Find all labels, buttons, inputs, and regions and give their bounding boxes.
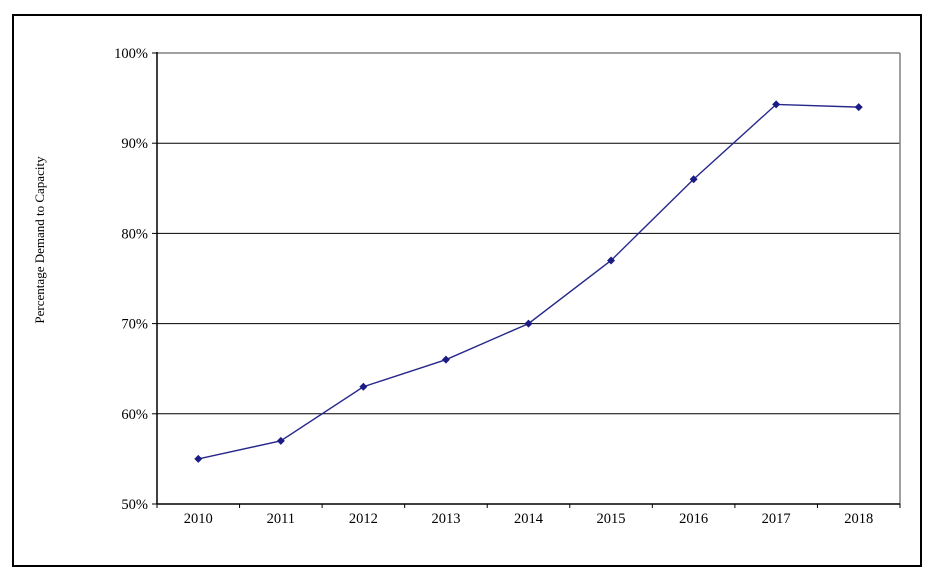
x-tick-label: 2010 [184,511,213,527]
y-tick-label: 70% [121,317,148,333]
data-point-marker [524,319,533,328]
y-tick-label: 80% [121,226,148,242]
data-series-line [198,103,859,460]
x-tick-label: 2018 [844,511,873,527]
y-tick-label: 50% [121,497,148,513]
demand-to-capacity-line-chart: 50% 60% 70% 80% 90% 100% 2010 2011 2012 2013 2014 2… [32,46,901,527]
x-tick-label: 2017 [762,511,791,527]
data-point-marker [276,436,285,445]
x-tick-label: 2012 [349,511,378,527]
data-point-marker [772,100,781,109]
chart-figure-frame: 50% 60% 70% 80% 90% 100% 2010 2011 2012 2013 2014 2… [12,14,922,567]
x-tick-label: 2016 [679,511,708,527]
x-tick-label: 2013 [431,511,460,527]
y-tick-label: 60% [121,407,148,423]
y-tick-label: 100% [114,46,148,62]
data-point-marker [359,382,368,391]
y-tick-label: 90% [121,136,148,152]
data-point-marker [689,175,698,184]
y-axis-title: Percentage Demand to Capacity [32,156,47,324]
data-point-marker [854,103,863,112]
data-point-marker [441,355,450,364]
x-tick-label: 2011 [267,511,295,527]
data-point-marker [194,454,203,463]
data-point-marker [607,256,616,265]
x-tick-label: 2015 [597,511,626,527]
x-tick-label: 2014 [514,511,544,527]
